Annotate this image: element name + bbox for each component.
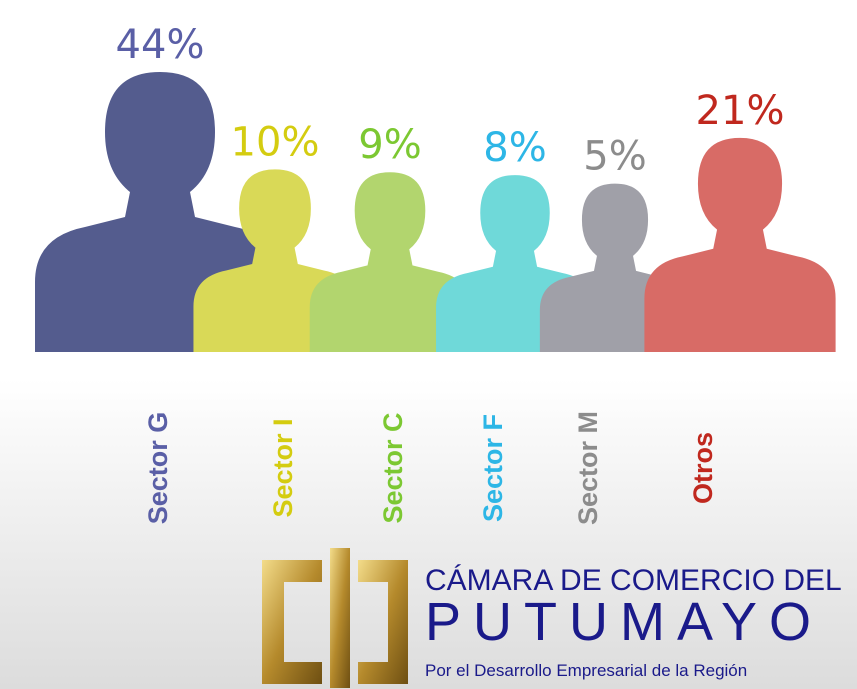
category-label: Sector C [378,412,408,523]
person-mark [309,172,471,352]
logo-shape [330,548,350,688]
logo: CÁMARA DE COMERCIO DEL PUTUMAYO Por el D… [262,548,842,688]
logo-line1: CÁMARA DE COMERCIO DEL [425,564,842,597]
category-label: Sector G [143,412,173,525]
value-label: 9% [358,122,421,168]
category-label: Sector I [268,418,298,517]
category-label: Sector M [573,411,603,525]
logo-line3: Por el Desarrollo Empresarial de la Regi… [425,661,747,680]
value-label: 5% [583,134,646,180]
value-label: 44% [116,22,205,68]
value-label: 10% [231,119,320,165]
value-label: 21% [696,88,785,134]
logo-line2: PUTUMAYO [425,592,823,652]
category-label: Otros [688,432,718,504]
logo-shape [262,560,322,684]
value-label: 8% [483,125,546,171]
logo-shape [358,560,408,684]
category-label: Sector F [478,414,508,522]
person-mark [644,137,836,352]
